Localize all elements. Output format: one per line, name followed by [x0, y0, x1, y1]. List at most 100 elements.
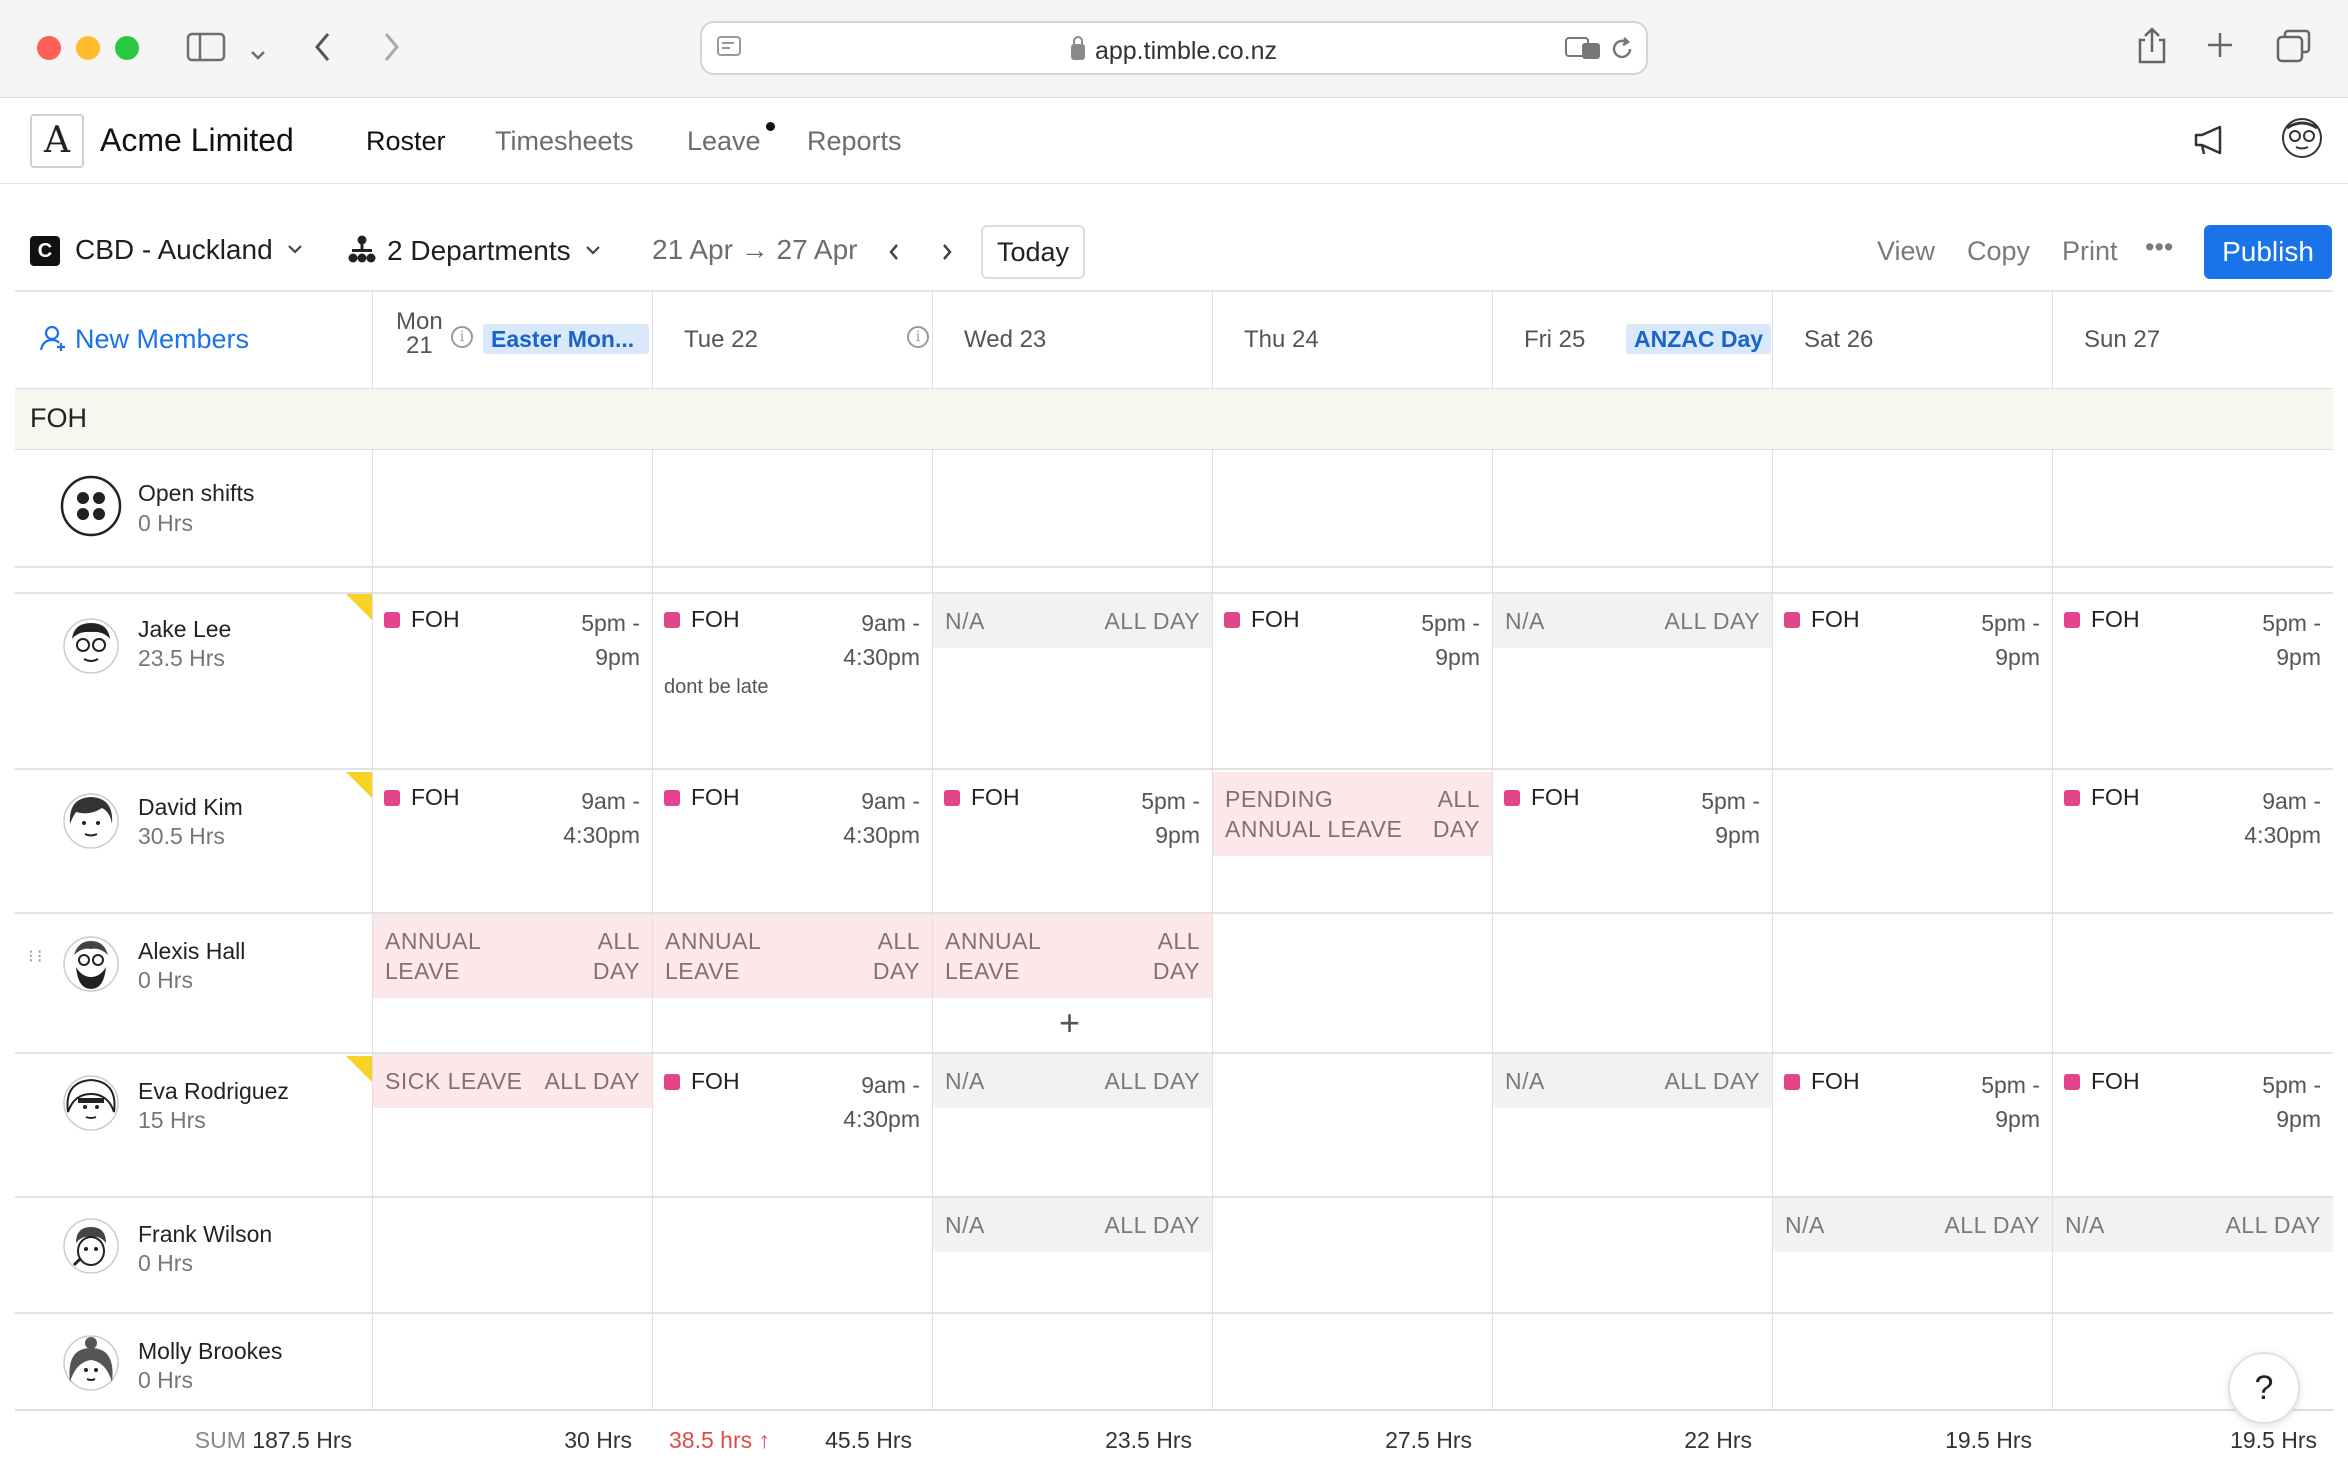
translate-icon[interactable] — [1564, 35, 1604, 69]
next-week-icon[interactable] — [939, 238, 955, 270]
nav-roster[interactable]: Roster — [366, 126, 446, 156]
today-button[interactable]: Today — [981, 225, 1085, 279]
holiday-badge-fri[interactable]: ANZAC Day — [1626, 324, 1772, 354]
page-icon — [716, 35, 742, 67]
shift-card[interactable]: FOH 5pm - 9pm — [932, 770, 1212, 850]
annual-leave-block[interactable]: ANNUAL LEAVE ALL DAY — [933, 914, 1212, 998]
org-chart-icon — [348, 235, 376, 263]
dept-color-swatch — [664, 612, 680, 628]
shift-card[interactable]: FOH 5pm - 9pm — [2052, 1054, 2333, 1134]
prev-week-icon[interactable] — [886, 238, 902, 270]
location-label: CBD - Auckland — [75, 234, 273, 265]
sick-leave-block[interactable]: SICK LEAVE ALL DAY — [373, 1054, 652, 1108]
day-total: 19.5 Hrs — [2230, 1427, 2317, 1453]
row-divider — [15, 1312, 2333, 1314]
day-header-sat[interactable]: Sat 26 — [1772, 290, 2052, 388]
reload-icon[interactable] — [1608, 35, 1636, 69]
shift-card[interactable]: FOH 9am - 4:30pm — [372, 770, 652, 850]
forward-icon[interactable] — [380, 30, 402, 70]
shift-card[interactable]: FOH 9am - 4:30pm dont be late — [652, 592, 932, 712]
pending-leave-block[interactable]: PENDING ANNUAL LEAVE ALL DAY — [1213, 772, 1492, 856]
drag-handle-icon[interactable]: ⁝⁝ — [28, 946, 46, 966]
unavailable-block[interactable]: N/A ALL DAY — [933, 594, 1212, 648]
holiday-badge-mon[interactable]: Easter Mon... — [483, 324, 649, 354]
all-day-label: ALL DAY — [1104, 1068, 1200, 1094]
shift-card[interactable]: FOH 9am - 4:30pm — [2052, 770, 2333, 850]
na-label: N/A — [945, 1068, 985, 1094]
annual-leave-block[interactable]: ANNUAL LEAVE ALL DAY — [653, 914, 932, 998]
view-button[interactable]: View — [1877, 236, 1936, 266]
chevron-down-icon[interactable] — [249, 38, 267, 68]
share-icon[interactable] — [2136, 26, 2168, 72]
overtime-value: 38.5 hrs — [669, 1427, 753, 1453]
employee-name[interactable]: Molly Brookes — [138, 1338, 283, 1364]
tab-overview-icon[interactable] — [2276, 29, 2312, 69]
unavailable-block[interactable]: N/A ALL DAY — [933, 1198, 1212, 1252]
info-icon[interactable]: i — [907, 326, 929, 348]
overtime-warning[interactable]: 38.5 hrs ↑ — [669, 1427, 770, 1454]
day-header-sun[interactable]: Sun 27 — [2052, 290, 2333, 388]
shift-card[interactable]: FOH 5pm - 9pm — [372, 592, 652, 672]
shift-card[interactable]: FOH 5pm - 9pm — [1772, 592, 2052, 672]
publish-button[interactable]: Publish — [2204, 225, 2332, 279]
address-bar[interactable]: app.timble.co.nz — [700, 21, 1648, 75]
day-name-thu: Thu 24 — [1244, 326, 1319, 353]
nav-reports[interactable]: Reports — [807, 126, 902, 156]
section-foh[interactable]: FOH — [15, 388, 2333, 450]
open-shifts-label: Open shifts — [138, 480, 255, 506]
more-options-button[interactable]: ••• — [2145, 232, 2174, 262]
all-day-label: ALL DAY — [1664, 1068, 1760, 1094]
lock-icon — [1070, 36, 1085, 60]
shift-card[interactable]: FOH 9am - 4:30pm — [652, 1054, 932, 1134]
company-logo[interactable]: A — [30, 114, 84, 168]
add-shift-icon[interactable]: + — [1059, 1002, 1081, 1043]
column-divider — [372, 290, 373, 1409]
minimize-window-button[interactable] — [76, 36, 100, 60]
close-window-button[interactable] — [37, 36, 61, 60]
user-avatar[interactable] — [2280, 116, 2324, 169]
unavailable-block[interactable]: N/A ALL DAY — [1493, 594, 1772, 648]
unavailable-block[interactable]: N/A ALL DAY — [933, 1054, 1212, 1108]
nav-timesheets[interactable]: Timesheets — [495, 126, 634, 156]
employee-name[interactable]: Eva Rodriguez — [138, 1078, 289, 1104]
help-button[interactable]: ? — [2228, 1352, 2300, 1424]
shift-dept: FOH — [2091, 606, 2140, 632]
unavailable-block[interactable]: N/A ALL DAY — [1493, 1054, 1772, 1108]
annual-leave-block[interactable]: ANNUAL LEAVE ALL DAY — [373, 914, 652, 998]
shift-card[interactable]: FOH 5pm - 9pm — [1212, 592, 1492, 672]
employee-name[interactable]: Jake Lee — [138, 616, 232, 642]
day-header-wed[interactable]: Wed 23 — [932, 290, 1212, 388]
zoom-window-button[interactable] — [115, 36, 139, 60]
megaphone-icon[interactable] — [2192, 122, 2228, 167]
sidebar-toggle-icon[interactable] — [186, 32, 226, 68]
shift-card[interactable]: FOH 5pm - 9pm — [1492, 770, 1772, 850]
copy-button[interactable]: Copy — [1967, 236, 2031, 266]
day-header-thu[interactable]: Thu 24 — [1212, 290, 1492, 388]
employee-name[interactable]: Frank Wilson — [138, 1221, 273, 1247]
shift-card[interactable]: FOH 9am - 4:30pm — [652, 770, 932, 850]
url-text: app.timble.co.nz — [1094, 37, 1278, 65]
day-header-mon[interactable]: Mon 21 i Easter Mon... — [372, 290, 652, 388]
dept-color-swatch — [1224, 612, 1240, 628]
shift-start: 5pm - — [1981, 610, 2040, 636]
departments-selector[interactable]: 2 Departments — [347, 234, 602, 267]
print-button[interactable]: Print — [2062, 236, 2118, 266]
shift-card[interactable]: FOH 5pm - 9pm — [2052, 592, 2333, 672]
new-tab-icon[interactable] — [2205, 30, 2235, 66]
employee-name[interactable]: Alexis Hall — [138, 938, 246, 964]
unavailable-block[interactable]: N/A ALL DAY — [2053, 1198, 2333, 1252]
dept-color-swatch — [664, 790, 680, 806]
na-label: N/A — [1505, 1068, 1545, 1094]
day-header-tue[interactable]: Tue 22 i — [652, 290, 932, 388]
shift-end: 4:30pm — [563, 822, 640, 848]
unavailable-block[interactable]: N/A ALL DAY — [1773, 1198, 2052, 1252]
new-members-button[interactable]: New Members — [39, 324, 249, 355]
employee-name[interactable]: David Kim — [138, 794, 243, 820]
back-icon[interactable] — [312, 30, 334, 70]
info-icon[interactable]: i — [451, 326, 473, 348]
dept-color-swatch — [2064, 1074, 2080, 1090]
shift-card[interactable]: FOH 5pm - 9pm — [1772, 1054, 2052, 1134]
location-selector[interactable]: CBD - Auckland — [75, 234, 304, 266]
day-header-fri[interactable]: Fri 25 ANZAC Day — [1492, 290, 1772, 388]
nav-leave[interactable]: Leave — [687, 126, 761, 156]
